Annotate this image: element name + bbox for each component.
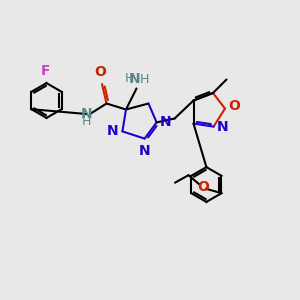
Text: F: F: [40, 64, 50, 78]
Text: N: N: [139, 144, 150, 158]
Text: O: O: [229, 99, 241, 113]
Text: N: N: [217, 120, 229, 134]
Text: N: N: [107, 124, 119, 138]
Text: N: N: [129, 71, 141, 85]
Text: H: H: [125, 71, 135, 85]
Text: N: N: [81, 107, 92, 121]
Text: N: N: [160, 116, 172, 129]
Text: O: O: [197, 180, 209, 194]
Text: H: H: [139, 73, 149, 86]
Text: O: O: [94, 64, 106, 79]
Text: H: H: [82, 115, 91, 128]
